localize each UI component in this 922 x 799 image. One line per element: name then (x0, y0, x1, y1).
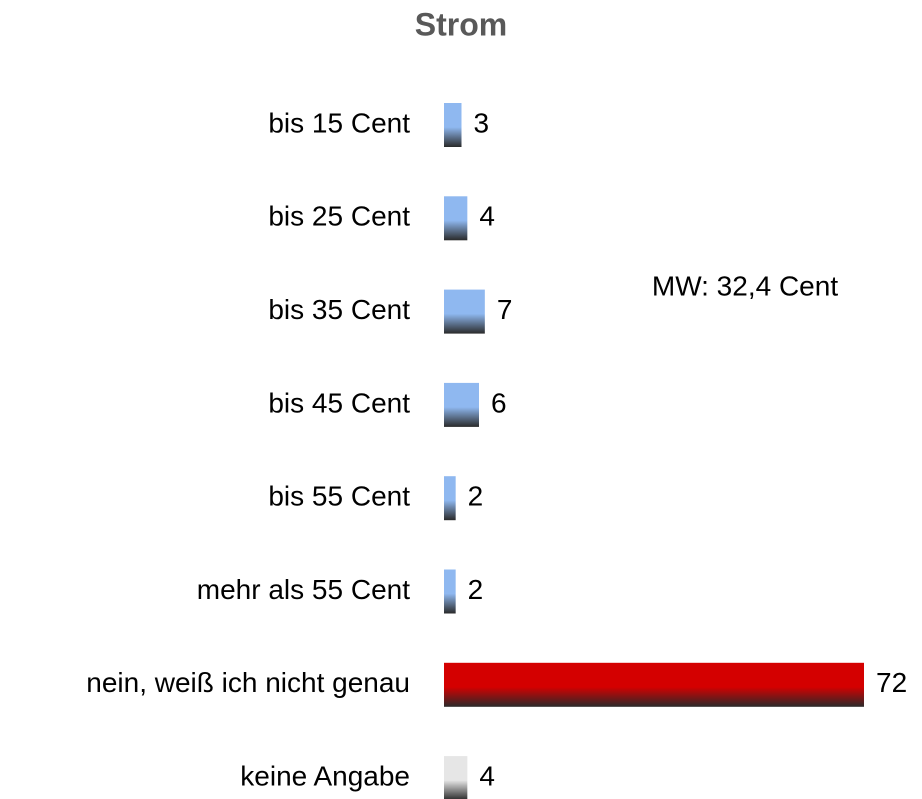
category-label: nein, weiß ich nicht genau (86, 667, 410, 698)
category-label: bis 55 Cent (268, 481, 410, 512)
category-label: bis 25 Cent (268, 201, 410, 232)
value-label: 6 (491, 387, 507, 418)
value-label: 4 (479, 201, 495, 232)
bar (444, 382, 479, 427)
bar (444, 569, 456, 614)
annotation: MW: 32,4 Cent (652, 270, 838, 301)
category-label: mehr als 55 Cent (197, 574, 410, 605)
value-label: 3 (474, 107, 490, 138)
category-label: bis 35 Cent (268, 294, 410, 325)
value-label: 2 (468, 481, 484, 512)
value-label: 2 (468, 574, 484, 605)
category-label: keine Angabe (240, 760, 410, 791)
bar (444, 476, 456, 521)
value-label: 72 (876, 667, 907, 698)
chart-title: Strom (415, 6, 507, 42)
value-label: 4 (479, 760, 495, 791)
bar (444, 662, 864, 707)
category-label: bis 45 Cent (268, 387, 410, 418)
bar (444, 103, 462, 147)
bar (444, 289, 485, 334)
category-label: bis 15 Cent (268, 107, 410, 138)
value-label: 7 (497, 294, 513, 325)
bar (444, 196, 468, 241)
bar (444, 756, 468, 799)
